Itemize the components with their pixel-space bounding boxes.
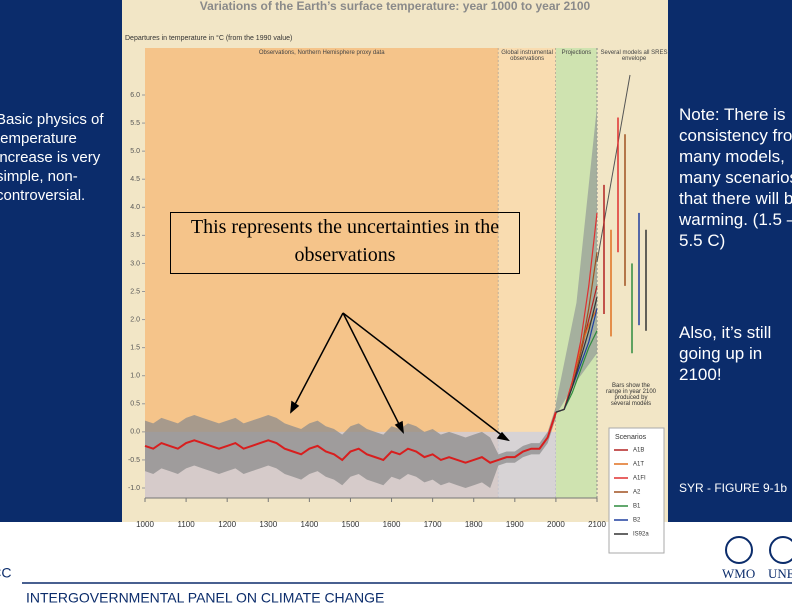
chart-subtitle: Departures in temperature in °C (from th… xyxy=(125,34,292,42)
x-tick-label: 1700 xyxy=(424,520,442,529)
arrow xyxy=(290,312,344,413)
right-note: Note: There is consistency from many mod… xyxy=(679,105,792,250)
logo-text: WMO xyxy=(722,566,755,581)
arrow xyxy=(342,312,509,441)
x-tick-label: 1600 xyxy=(383,520,401,529)
x-tick-label: 2000 xyxy=(547,520,565,529)
uncertainty-band xyxy=(145,406,556,488)
footer-text: INTERGOVERNMENTAL PANEL ON CLIMATE CHANG… xyxy=(26,590,384,606)
y-tick-label: 1.0 xyxy=(130,373,140,380)
x-tick-label: 1400 xyxy=(300,520,318,529)
legend: Scenarios A1B A1T A1FI A2 B1 B2 IS92a xyxy=(608,427,665,554)
plot: -1.0 -0.5 0.0 0.5 1.0 1.5 2.0 2.5 3.0 3.5 4.0 4.5 5.… xyxy=(128,48,665,554)
logo-icon xyxy=(725,536,753,564)
bars-label: Bars show the range in year 2100 produce… xyxy=(605,383,657,407)
y-tick-label: 6.0 xyxy=(130,92,140,99)
legend-label: A1B xyxy=(633,448,644,454)
legend-label: A1FI xyxy=(633,476,646,482)
legend-label: A2 xyxy=(633,490,641,496)
region-label: Global instrumental observations xyxy=(501,50,553,62)
y-tick-label: -1.0 xyxy=(128,485,140,492)
arrow-head xyxy=(290,400,510,442)
arrow xyxy=(342,312,404,433)
x-tick-label: 1100 xyxy=(177,520,195,529)
x-tick-label: 1900 xyxy=(506,520,524,529)
y-tick-label: 5.0 xyxy=(130,148,140,155)
left-note: Basic physics of temperature increase is… xyxy=(0,111,104,204)
y-tick-label: 1.5 xyxy=(130,344,140,351)
logo-text: UNEP xyxy=(768,566,792,581)
y-tick-label: 5.5 xyxy=(130,120,140,127)
region-label: Projections xyxy=(561,50,592,56)
x-tick-label: 1200 xyxy=(218,520,236,529)
callout-arrows xyxy=(290,312,510,442)
logo-text: IPCC xyxy=(0,565,11,581)
x-tick-label: 1800 xyxy=(465,520,483,529)
x-tick-label: 1000 xyxy=(136,520,154,529)
legend-label: B2 xyxy=(633,518,641,524)
y-tick-label: 2.0 xyxy=(130,316,140,323)
legend-title: Scenarios xyxy=(615,434,647,441)
y-tick-label: 3.5 xyxy=(130,232,140,239)
envelope-pointer xyxy=(596,74,631,263)
y-tick-label: 3.0 xyxy=(130,260,140,267)
y-tick-label: -0.5 xyxy=(128,457,140,464)
legend-label: IS92a xyxy=(633,532,649,538)
x-tick-label: 1500 xyxy=(342,520,360,529)
envelope-label: Several models all SRES envelope xyxy=(600,50,668,62)
observation-line xyxy=(144,411,557,464)
legend-label: A1T xyxy=(633,462,644,468)
x-tick-label: 1300 xyxy=(259,520,277,529)
right-note: Also, it’s still going up in 2100! xyxy=(679,323,772,384)
logo-icon xyxy=(769,536,792,564)
x-tick-label: 2100 xyxy=(588,520,606,529)
scenario-line xyxy=(555,296,598,413)
y-tick-label: 4.5 xyxy=(130,176,140,183)
legend-label: B1 xyxy=(633,504,641,510)
y-tick-label: 0.5 xyxy=(130,401,140,408)
callout-box: This represents the uncertainties in the… xyxy=(170,212,520,274)
y-tick-label: 2.5 xyxy=(130,288,140,295)
y-tick-label: 0.0 xyxy=(130,429,140,436)
chart-title: Variations of the Earth’s surface temper… xyxy=(200,0,591,13)
legend-box xyxy=(608,427,665,554)
figure-ref: SYR - FIGURE 9-1b xyxy=(679,481,788,495)
y-tick-label: 4.0 xyxy=(130,204,140,211)
region-label: Observations, Northern Hemisphere proxy … xyxy=(258,50,385,56)
